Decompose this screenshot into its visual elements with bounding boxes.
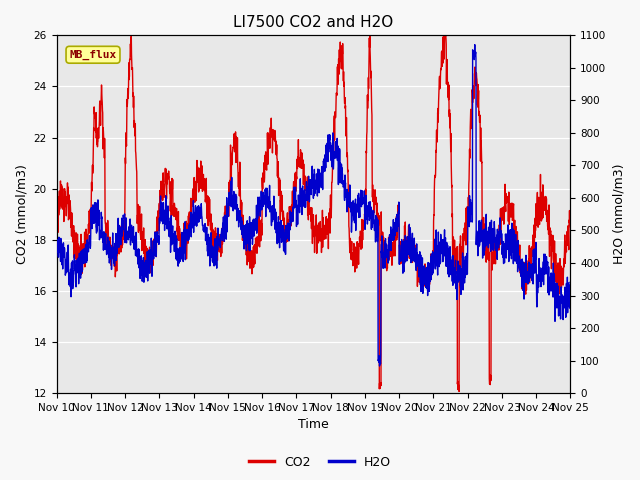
Title: LI7500 CO2 and H2O: LI7500 CO2 and H2O [234,15,394,30]
X-axis label: Time: Time [298,419,329,432]
Y-axis label: CO2 (mmol/m3): CO2 (mmol/m3) [15,164,28,264]
Y-axis label: H2O (mmol/m3): H2O (mmol/m3) [612,164,625,264]
Legend: CO2, H2O: CO2, H2O [244,451,396,474]
Text: MB_flux: MB_flux [69,49,116,60]
